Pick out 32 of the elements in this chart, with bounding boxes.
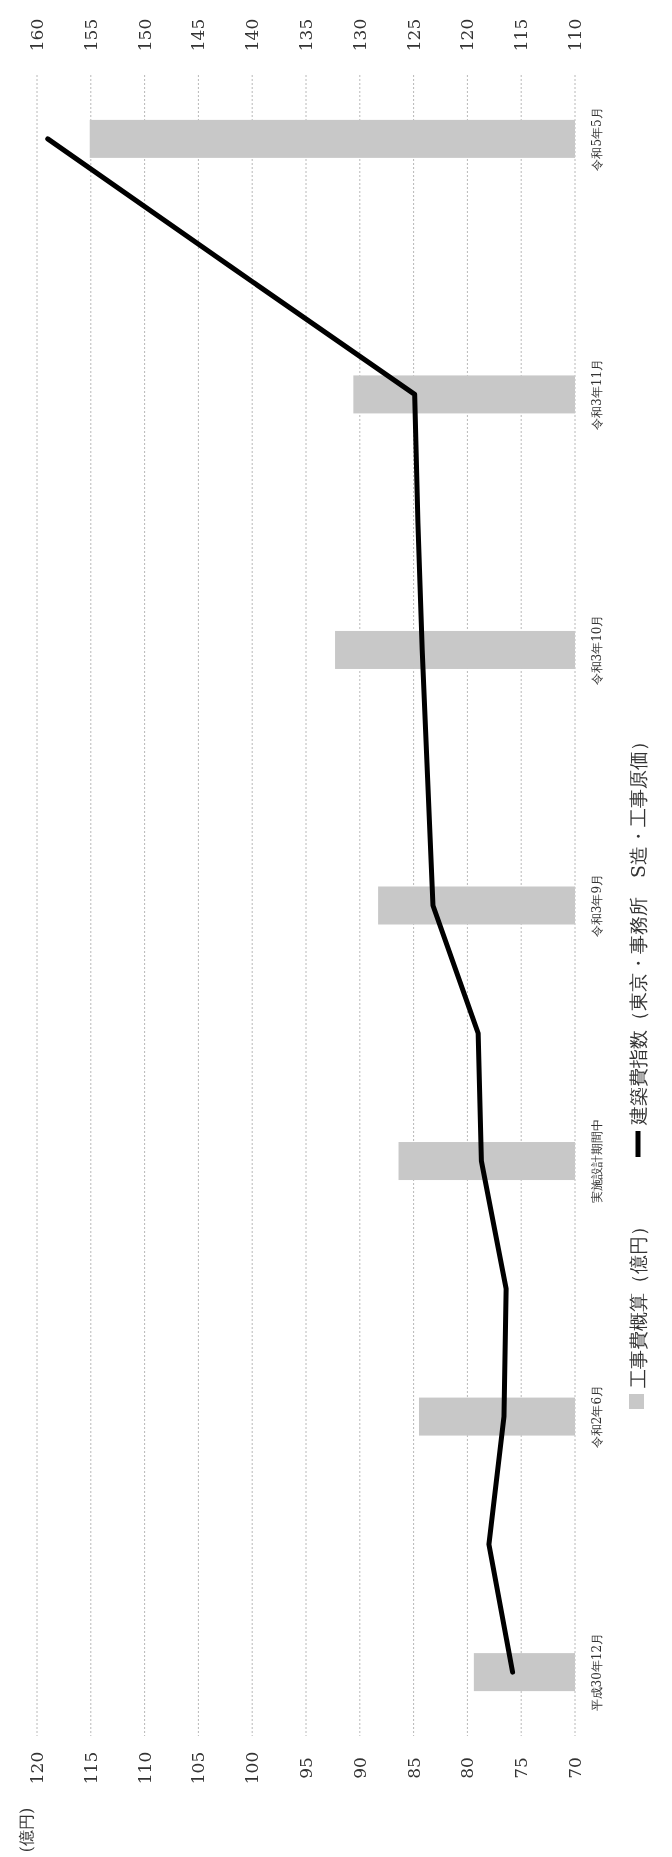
x-tick-label: 85 — [403, 1757, 424, 1779]
x2-tick-label: 140 — [242, 18, 263, 52]
text: (億円) — [17, 1807, 36, 1853]
x2-tick-label: 150 — [134, 18, 155, 52]
y-tick-label: 令和3年10月 — [590, 614, 604, 686]
x-tick-label: 105 — [188, 1751, 209, 1785]
x2-tick-label: 145 — [188, 18, 209, 52]
x-tick-label: 95 — [296, 1757, 316, 1779]
y-tick-label: 令和5年5月 — [590, 107, 604, 171]
x-tick-label: 75 — [511, 1757, 532, 1779]
x2-tick-label: 155 — [80, 18, 101, 52]
x-tick-label: 110 — [134, 1751, 155, 1785]
x2-tick-label: 160 — [27, 18, 47, 52]
x2-tick-label: 130 — [349, 18, 370, 52]
y-tick-label: 実施設計期間中 — [590, 1119, 604, 1204]
x2-tick-label: 125 — [403, 18, 424, 52]
x-tick-label: 80 — [457, 1757, 478, 1779]
x2-tick-label: 120 — [457, 18, 478, 52]
text: 工事費概算（億円） — [627, 1217, 649, 1388]
y-tick-label: 令和3年11月 — [590, 358, 604, 430]
y-tick-label: 平成30年12月 — [590, 1632, 604, 1712]
x2-tick-label: 115 — [511, 18, 532, 52]
x-tick-label: 115 — [80, 1751, 101, 1785]
x2-tick-label: 135 — [296, 18, 316, 52]
x-tick-label: 90 — [349, 1757, 370, 1779]
y-tick-label: 令和3年9月 — [590, 873, 604, 938]
text: 建築費指数（東京・事務所 S造・工事原価） — [627, 731, 649, 1126]
x-tick-label: 120 — [27, 1751, 47, 1785]
x-tick-label: 100 — [242, 1751, 263, 1785]
x-tick-label: 70 — [565, 1757, 585, 1779]
x2-tick-label: 110 — [565, 18, 585, 52]
y-tick-label: 令和2年6月 — [590, 1384, 604, 1449]
